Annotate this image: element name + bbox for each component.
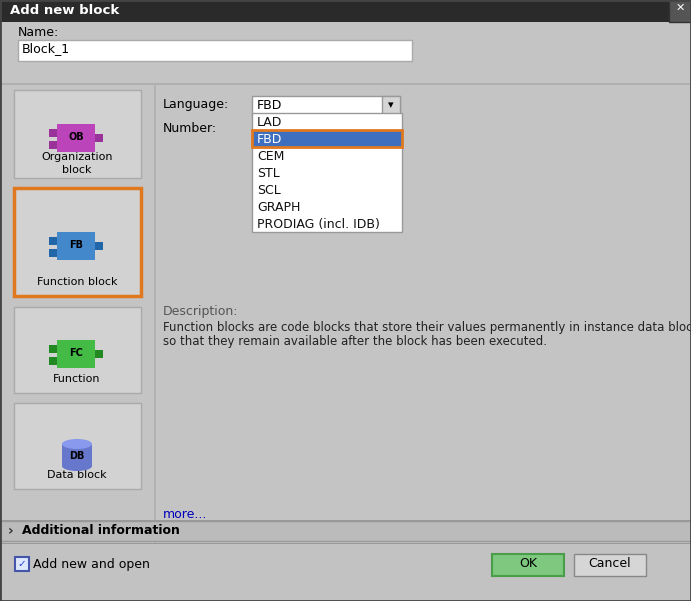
Bar — [0, 520, 691, 521]
Text: Organization: Organization — [41, 152, 113, 162]
Bar — [95, 242, 103, 250]
Text: Additional information: Additional information — [22, 524, 180, 537]
Bar — [14, 90, 141, 178]
Text: Number:: Number: — [163, 122, 217, 135]
Text: Language:: Language: — [163, 98, 229, 111]
Text: OB: OB — [68, 132, 84, 142]
Text: DB: DB — [69, 451, 85, 461]
Text: Cancel: Cancel — [589, 557, 632, 570]
Text: FC: FC — [69, 348, 83, 358]
Text: FBD: FBD — [257, 99, 283, 112]
Bar — [95, 134, 103, 142]
Bar — [18, 40, 412, 61]
Bar — [0, 541, 691, 542]
Bar — [14, 403, 141, 489]
Bar — [0, 84, 155, 543]
Bar — [49, 129, 57, 137]
Bar — [0, 0, 691, 22]
Text: Block_1: Block_1 — [22, 42, 70, 55]
Bar — [62, 444, 92, 466]
Bar — [669, 0, 691, 22]
Bar — [154, 84, 156, 543]
Text: SCL: SCL — [257, 184, 281, 197]
Bar — [49, 249, 57, 257]
Text: Function blocks are code blocks that store their values permanently in instance : Function blocks are code blocks that sto… — [163, 321, 691, 334]
Bar — [49, 141, 57, 149]
Bar — [382, 96, 400, 116]
Bar — [14, 307, 141, 393]
Bar — [95, 350, 103, 358]
Ellipse shape — [62, 439, 92, 449]
Text: Add new and open: Add new and open — [33, 558, 150, 571]
Text: Function block: Function block — [37, 277, 117, 287]
Text: ›: › — [8, 524, 14, 538]
Bar — [492, 554, 564, 576]
Bar — [57, 124, 95, 152]
Bar — [0, 521, 691, 541]
Bar — [57, 340, 95, 368]
Bar — [49, 237, 57, 245]
Bar — [0, 543, 691, 601]
Text: more...: more... — [163, 508, 207, 521]
Text: Data block: Data block — [47, 470, 107, 480]
Text: Description:: Description: — [163, 305, 238, 318]
Text: ✕: ✕ — [675, 3, 685, 13]
Ellipse shape — [62, 461, 92, 471]
Text: Name:: Name: — [18, 26, 59, 39]
Text: LAD: LAD — [257, 116, 283, 129]
Bar — [49, 357, 57, 365]
Bar — [0, 543, 691, 544]
Bar — [252, 130, 402, 147]
Bar — [14, 188, 141, 296]
Text: GRAPH: GRAPH — [257, 201, 301, 214]
Text: STL: STL — [257, 167, 280, 180]
Text: ▾: ▾ — [388, 100, 394, 110]
Bar — [49, 345, 57, 353]
Text: FBD: FBD — [257, 133, 283, 146]
Text: Function: Function — [53, 374, 101, 384]
Text: block: block — [62, 165, 92, 175]
Bar — [574, 554, 646, 576]
Text: so that they remain available after the block has been executed.: so that they remain available after the … — [163, 335, 547, 348]
Text: FB: FB — [69, 240, 83, 250]
Bar — [0, 83, 691, 85]
Text: ✓: ✓ — [18, 559, 26, 569]
Text: PRODIAG (incl. IDB): PRODIAG (incl. IDB) — [257, 218, 380, 231]
Bar — [252, 113, 402, 232]
Text: CEM: CEM — [257, 150, 285, 163]
Text: OK: OK — [519, 557, 537, 570]
Bar — [252, 96, 400, 116]
Text: Add new block: Add new block — [10, 4, 120, 17]
Bar — [15, 557, 29, 571]
Bar — [57, 232, 95, 260]
